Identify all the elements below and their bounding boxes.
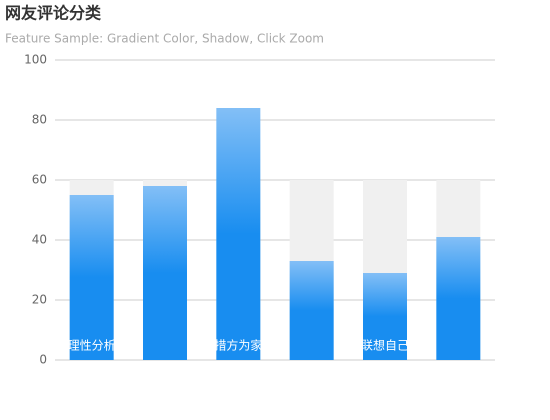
- y-tick-label: 80: [32, 113, 47, 127]
- y-tick-label: 20: [32, 293, 47, 307]
- bar: [216, 108, 261, 360]
- bar: [363, 273, 407, 360]
- category-label: 联想自己: [361, 338, 409, 353]
- y-tick-label: 100: [24, 53, 47, 67]
- bar: [143, 186, 187, 360]
- bar: [69, 195, 114, 360]
- chart-subtitle: Feature Sample: Gradient Color, Shadow, …: [5, 32, 324, 46]
- y-tick-label: 40: [32, 233, 47, 247]
- chart-title: 网友评论分类: [5, 4, 102, 23]
- bar: [289, 261, 334, 360]
- category-label: 措方为家: [214, 338, 262, 353]
- category-label: 理性分析: [68, 339, 116, 353]
- y-tick-label: 60: [32, 173, 47, 187]
- bar: [436, 237, 481, 360]
- y-tick-label: 0: [39, 353, 47, 367]
